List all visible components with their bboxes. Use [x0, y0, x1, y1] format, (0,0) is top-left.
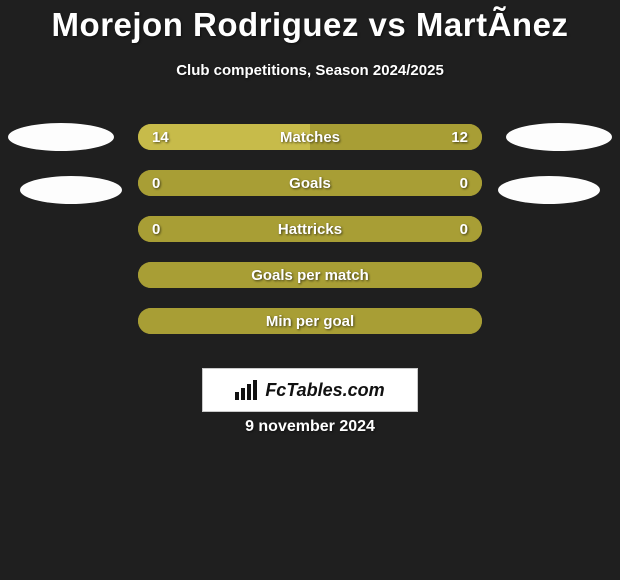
stat-label: Matches — [138, 124, 482, 150]
stat-row: Goals per match — [138, 262, 482, 288]
stats-area: Matches1412Goals00Hattricks00Goals per m… — [138, 124, 482, 354]
brand-text: FcTables.com — [265, 380, 384, 401]
page-subtitle: Club competitions, Season 2024/2025 — [0, 62, 620, 79]
brand-box: FcTables.com — [202, 368, 418, 412]
page-title: Morejon Rodriguez vs MartÃ­nez — [0, 0, 620, 44]
brand-icon — [235, 380, 259, 400]
footer-date: 9 november 2024 — [0, 418, 620, 436]
avatar-left-top — [8, 123, 114, 151]
stat-value-right: 12 — [451, 124, 468, 150]
stat-label: Min per goal — [138, 308, 482, 334]
stat-label: Goals — [138, 170, 482, 196]
stat-label: Hattricks — [138, 216, 482, 242]
avatar-right-top — [506, 123, 612, 151]
stat-value-right: 0 — [460, 170, 468, 196]
stat-row: Matches14 12 — [138, 124, 482, 150]
stat-row: Min per goal — [138, 308, 482, 334]
stat-value-right: 0 — [460, 216, 468, 242]
stat-value-left: 0 — [152, 216, 160, 242]
stat-value-left: 0 — [152, 170, 160, 196]
stat-row: Goals0 0 — [138, 170, 482, 196]
stat-value-left: 14 — [152, 124, 169, 150]
avatar-left-bot — [20, 176, 122, 204]
avatar-right-bot — [498, 176, 600, 204]
stat-label: Goals per match — [138, 262, 482, 288]
stat-row: Hattricks0 0 — [138, 216, 482, 242]
